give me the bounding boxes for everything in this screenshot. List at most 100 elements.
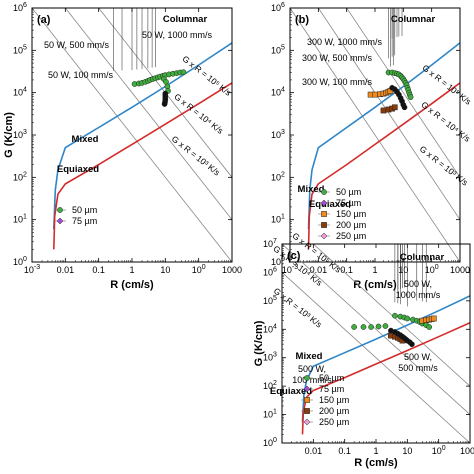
x-tick-label: 1000 <box>460 446 474 456</box>
series-250um <box>388 8 396 67</box>
condition-annotation: 300 W, 500 mm/s <box>302 53 373 63</box>
series-50um <box>385 69 414 101</box>
x-tick-label: 1000 <box>222 265 242 275</box>
y-tick-label: 103 <box>13 129 27 140</box>
data-point <box>407 94 414 101</box>
data-point <box>180 69 187 76</box>
y-tick-label: 107 <box>263 238 277 249</box>
x-tick-label: 10 <box>402 446 412 456</box>
data-point <box>372 91 378 98</box>
series-50um <box>351 312 433 330</box>
data-point <box>375 323 382 330</box>
x-tick-label: 1 <box>373 446 378 456</box>
condition-annotation: 500 W, 500 mm/s <box>398 352 438 373</box>
legend-marker <box>321 211 327 217</box>
data-point <box>391 104 398 111</box>
data-point <box>401 104 408 111</box>
data-point <box>351 324 357 330</box>
y-tick-label: 102 <box>263 380 277 391</box>
legend-marker <box>321 189 327 195</box>
x-tick-label: 1 <box>372 265 377 275</box>
gr-line-1e5 <box>312 244 470 387</box>
data-point <box>409 341 415 348</box>
legend-marker <box>304 408 310 414</box>
legend-label: 250 µm <box>336 231 366 241</box>
gr-line-label: G x R = 10³ K/s <box>272 286 324 330</box>
x-axis-label: R (cm/s) <box>354 457 398 469</box>
region-label-mixed: Mixed <box>298 184 325 195</box>
x-tick-label: 0.01 <box>305 446 323 456</box>
region-label-columnar: Columnar <box>400 252 445 263</box>
gr-line-1e3 <box>282 272 470 443</box>
x-tick-label: 0.1 <box>340 265 353 275</box>
gr-line-1e3 <box>32 8 232 262</box>
y-tick-label: 105 <box>271 44 285 55</box>
condition-annotation: 50 W, 1000 mm/s <box>142 30 213 40</box>
y-tick-label: 104 <box>271 87 285 98</box>
panel-c: 0.010.1110100100010010110210310410510610… <box>253 231 474 469</box>
legend-marker <box>303 418 311 426</box>
series-250um <box>394 244 408 307</box>
y-axis-label: G (K/cm) <box>3 112 15 158</box>
y-tick-label: 105 <box>13 44 27 55</box>
legend-label: 75 µm <box>319 384 344 394</box>
gr-line-label: G x R = 10³ K/s <box>170 134 222 178</box>
gr-line-1e5 <box>346 8 460 178</box>
x-tick-label: 10 <box>160 265 170 275</box>
panel-a: 10-3 0.01 0.1 1 10 100 1000 100 101 102 103 104 105 1… <box>3 2 242 291</box>
columnar-boundary <box>53 41 232 230</box>
condition-annotation: 300 W, 1000 mm/s <box>307 37 383 47</box>
x-axis-label: R (cm/s) <box>353 279 397 291</box>
gr-line-label: G x R = 10⁵ K/s <box>421 63 474 107</box>
plot-area <box>32 8 232 262</box>
panel-label: (a) <box>37 14 51 26</box>
condition-annotation: 500 W, 100 mm/s <box>292 364 332 385</box>
plot-area <box>282 244 470 443</box>
panel-label: (c) <box>287 250 301 262</box>
region-label-equiaxed: Equiaxed <box>309 199 351 210</box>
x-tick-label: 100 <box>425 264 439 275</box>
data-point <box>404 315 411 322</box>
legend-marker <box>320 232 328 240</box>
legend-label: 200 µm <box>319 406 349 416</box>
columnar-boundary <box>307 41 460 230</box>
y-tick-label: 104 <box>263 323 277 334</box>
series-front <box>388 327 415 348</box>
legend-label: 150 µm <box>336 209 366 219</box>
y-tick-label: 103 <box>263 352 277 363</box>
x-tick-label: 100 <box>192 264 206 275</box>
legend-marker <box>57 207 63 213</box>
gr-line-1e4 <box>282 244 470 415</box>
data-point <box>360 324 367 330</box>
legend-label: 50 µm <box>336 187 361 197</box>
condition-annotation: 50 W, 100 mm/s <box>48 70 114 80</box>
x-axis-label: R (cm/s) <box>110 279 154 291</box>
legend-marker <box>304 397 310 403</box>
equiaxed-boundary <box>53 81 232 250</box>
data-point <box>392 312 398 319</box>
y-tick-label: 101 <box>263 409 277 420</box>
y-tick-label: 100 <box>271 256 285 267</box>
series-150um <box>419 315 437 324</box>
region-label-columnar: Columnar <box>163 14 208 25</box>
region-label-mixed: Mixed <box>296 351 323 362</box>
series-200um <box>380 104 398 114</box>
legend-label: 50 µm <box>72 205 97 215</box>
y-tick-label: 100 <box>13 256 27 267</box>
x-tick-label: 10-3 <box>24 264 40 275</box>
legend-label: 250 µm <box>319 417 349 427</box>
data-point <box>380 107 387 114</box>
y-tick-label: 102 <box>13 171 27 182</box>
legend-label: 150 µm <box>319 395 349 405</box>
legend-label: 75 µm <box>72 216 97 226</box>
series-front <box>161 90 169 107</box>
legend-label: 75 µm <box>336 198 361 208</box>
series-75um <box>113 8 156 71</box>
legend-marker <box>320 199 328 207</box>
condition-annotation: 500 W, 1000 mm/s <box>396 279 441 300</box>
region-label-equiaxed: Equiaxed <box>270 386 312 397</box>
gr-line-label: G x R = 10³ K/s <box>418 144 470 188</box>
